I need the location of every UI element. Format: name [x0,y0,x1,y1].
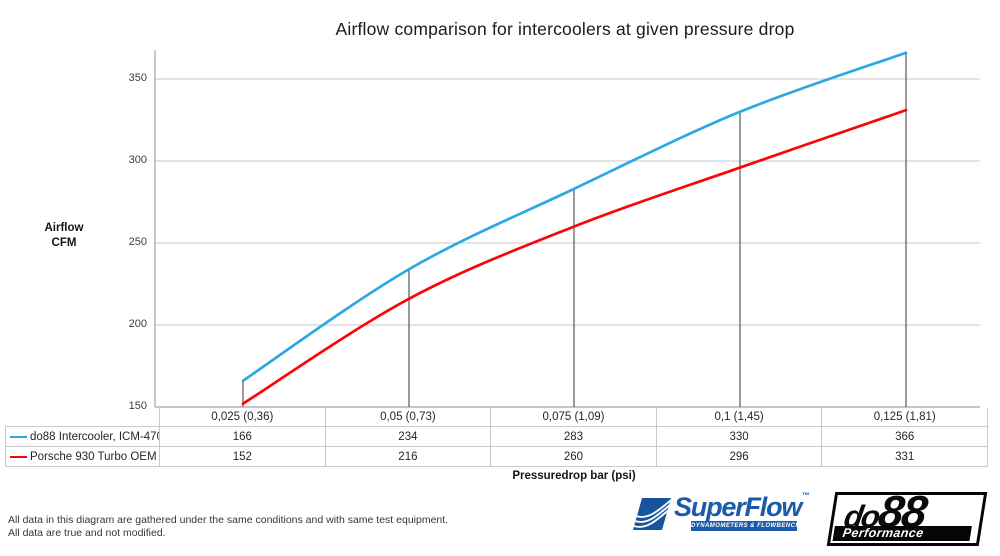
superflow-wordmark: SuperFlow™ [674,491,810,522]
y-axis-label-line1: Airflow [44,222,84,234]
footer-line-2: All data are true and not modified. [8,527,166,539]
y-tick-label: 300 [128,154,147,166]
do88-tagline: Performance [832,526,972,541]
do88-logo: do88 Performance [826,486,988,548]
category-cell: 0,1 (1,45) [656,408,823,427]
value-cell: 234 [325,427,492,447]
value-cell: 166 [160,427,326,447]
category-cell: 0,05 (0,73) [325,408,492,427]
footer-disclaimer: All data in this diagram are gathered un… [8,514,448,540]
y-tick-label: 350 [128,72,147,84]
table-corner-cell [5,408,160,427]
legend-cell-series-1: Porsche 930 Turbo OEM [5,447,160,467]
y-axis-label: Airflow CFM [34,221,94,251]
legend-cell-series-0: do88 Intercooler, ICM-470 [5,427,160,447]
category-cell: 0,025 (0,36) [160,408,326,427]
value-cell: 216 [325,447,492,467]
legend-label: do88 Intercooler, ICM-470 [30,430,160,443]
value-cell: 152 [160,447,326,467]
series-line-0 [241,51,908,383]
y-axis-label-line2: CFM [51,237,77,249]
value-cell: 331 [822,447,988,467]
y-tick-label: 150 [128,400,147,412]
category-cell: 0,125 (1,81) [822,408,988,427]
value-cell: 330 [656,427,823,447]
series-line-1 [241,108,908,406]
value-cell: 296 [656,447,823,467]
do88-logo-frame: do88 Performance [826,486,988,546]
superflow-swoosh-icon [633,498,671,530]
trademark-symbol: ™ [801,491,810,500]
y-tick-label: 250 [128,236,147,248]
superflow-tagline: DYNAMOMETERS & FLOWBENCHES [691,521,810,531]
superflow-logo: SuperFlow™ DYNAMOMETERS & FLOWBENCHES [633,491,810,538]
x-axis-label: Pressuredrop bar (psi) [512,470,636,482]
legend-label: Porsche 930 Turbo OEM [30,450,157,463]
value-cell: 283 [491,427,657,447]
value-cell: 260 [491,447,657,467]
footer-line-1: All data in this diagram are gathered un… [8,514,449,526]
category-cell: 0,075 (1,09) [491,408,657,427]
chart-title: Airflow comparison for intercoolers at g… [335,19,795,39]
value-cell: 366 [822,427,988,447]
legend-line-swatch [10,435,27,438]
y-tick-label: 200 [128,318,147,330]
legend-line-swatch [10,455,27,458]
chart-data-table: 0,025 (0,36) 0,05 (0,73) 0,075 (1,09) 0,1 (… [5,408,988,467]
